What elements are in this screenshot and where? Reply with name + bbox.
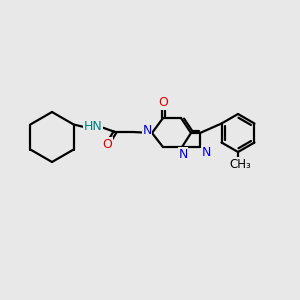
Text: CH₃: CH₃ (229, 158, 251, 170)
Text: O: O (102, 137, 112, 151)
Text: HN: HN (84, 121, 102, 134)
Text: N: N (142, 124, 152, 136)
Text: N: N (201, 146, 211, 158)
Text: N: N (178, 148, 188, 160)
Text: O: O (158, 97, 168, 110)
